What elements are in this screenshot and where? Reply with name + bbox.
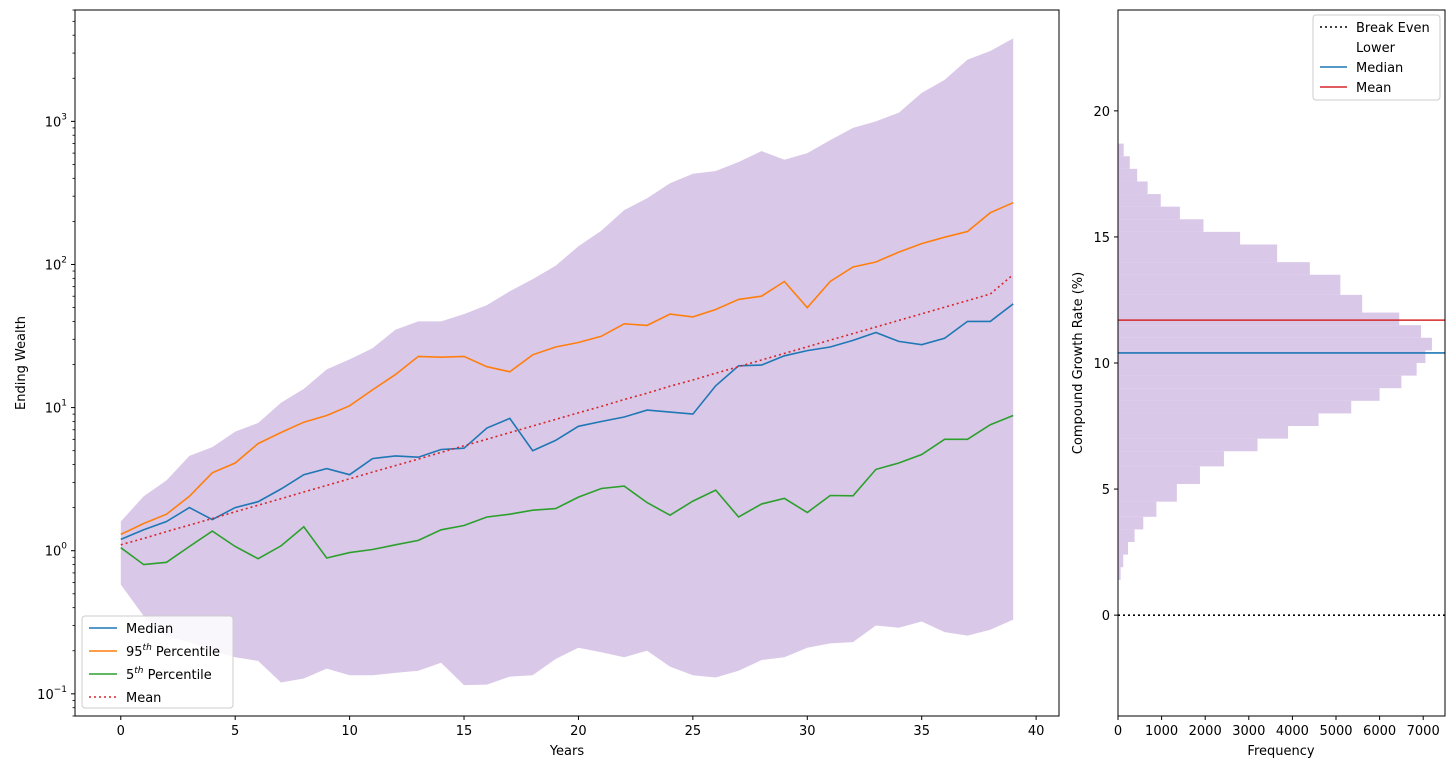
histogram-bar [1118, 388, 1380, 401]
wealth-legend: Median 95th Percentile 5th Percentile Mean [81, 615, 234, 709]
histogram-bar [1118, 168, 1138, 182]
x-tick-label: 0 [1114, 724, 1122, 739]
y-tick-label: 101 [45, 399, 67, 417]
legend-label-p95: 95th Percentile [126, 643, 220, 660]
x-tick-label: 7000 [1407, 724, 1440, 739]
y-tick-label: 102 [45, 255, 67, 273]
histogram-bar [1118, 325, 1422, 338]
histogram-bar [1118, 451, 1224, 467]
histogram-bar [1118, 262, 1310, 275]
x-tick-label: 25 [685, 724, 702, 739]
legend-label-median: Median [1356, 61, 1403, 76]
histogram-x-ticks: 0 1000 2000 3000 4000 5000 6000 7000 [1114, 716, 1440, 739]
legend-label-median: Median [126, 622, 173, 637]
x-tick-label: 35 [913, 724, 930, 739]
histogram-bar [1118, 542, 1129, 555]
histogram-y-ticks: 0 5 10 15 20 [1093, 105, 1118, 624]
x-tick-label: 20 [570, 724, 587, 739]
wealth-x-axis-label: Years [549, 744, 585, 759]
percentile-band [120, 38, 1014, 686]
histogram-bar [1118, 438, 1258, 452]
y-tick-label: 10 [1093, 357, 1110, 372]
wealth-x-ticks: 0 5 10 15 20 25 30 35 40 [117, 716, 1045, 739]
histogram-bar [1118, 501, 1157, 517]
series-line-p95 [120, 201, 1014, 536]
histogram-x-axis-label: Frequency [1247, 744, 1314, 759]
histogram-bar [1118, 312, 1400, 326]
histogram-bar [1118, 337, 1432, 351]
histogram-bar [1118, 219, 1204, 232]
histogram-bar [1118, 567, 1121, 580]
histogram-bar [1118, 529, 1135, 543]
histogram-bar [1118, 294, 1363, 313]
histogram-reference-lines [1118, 319, 1445, 616]
histogram-bar [1118, 426, 1289, 439]
histogram-bars-layer [1118, 143, 1432, 580]
histogram-bar [1118, 143, 1124, 157]
histogram-bar [1118, 244, 1278, 263]
legend-label-mean: Mean [1356, 81, 1391, 96]
histogram-legend: Break Even Lower Median Mean [1312, 14, 1441, 101]
histogram-bar [1118, 274, 1341, 295]
wealth-y-ticks: 10−1 100 101 102 103 [37, 9, 75, 717]
y-tick-label: 10−1 [37, 685, 67, 703]
wealth-y-axis-label: Ending Wealth [14, 316, 29, 410]
histogram-bar [1118, 375, 1402, 389]
x-tick-label: 10 [341, 724, 358, 739]
x-tick-label: 2000 [1189, 724, 1222, 739]
x-tick-label: 30 [799, 724, 816, 739]
histogram-bar [1118, 400, 1352, 414]
legend-label-p5: 5th Percentile [126, 666, 212, 683]
legend-box [1312, 14, 1441, 101]
histogram-bar [1118, 156, 1130, 169]
y-tick-label: 103 [45, 112, 67, 130]
x-tick-label: 6000 [1363, 724, 1396, 739]
x-tick-label: 5 [231, 724, 239, 739]
legend-label-lower: Lower [1356, 41, 1396, 56]
legend-label-mean: Mean [126, 691, 161, 706]
wealth-plot-frame [74, 9, 1060, 717]
histogram-bar [1118, 554, 1124, 568]
y-tick-label: 5 [1102, 483, 1110, 498]
series-line-median [120, 303, 1014, 541]
histogram-bar [1118, 484, 1177, 502]
percentile-band-layer [120, 38, 1014, 686]
x-tick-label: 15 [456, 724, 473, 739]
histogram-y-axis-label: Compound Growth Rate (%) [1071, 272, 1086, 454]
histogram-bar [1118, 181, 1148, 195]
y-tick-label: 0 [1102, 609, 1110, 624]
histogram-bar [1118, 231, 1241, 245]
x-tick-label: 5000 [1319, 724, 1352, 739]
series-line-p5 [120, 414, 1014, 566]
histogram-bar [1118, 194, 1161, 207]
x-tick-label: 0 [117, 724, 125, 739]
y-tick-label: 15 [1093, 231, 1110, 246]
histogram-bar [1118, 466, 1200, 485]
histogram-bar [1118, 363, 1417, 376]
x-tick-label: 4000 [1276, 724, 1309, 739]
x-tick-label: 1000 [1145, 724, 1178, 739]
x-tick-label: 3000 [1232, 724, 1265, 739]
growth-histogram-chart: 0 1000 2000 3000 4000 5000 6000 7000 0 5 10 15 20 F… [1071, 9, 1446, 759]
histogram-bar [1118, 206, 1180, 220]
y-tick-label: 20 [1093, 105, 1110, 120]
legend-label-break_even: Break Even [1356, 21, 1430, 36]
histogram-bar [1118, 413, 1319, 427]
y-tick-label: 100 [45, 542, 68, 560]
histogram-bar [1118, 516, 1144, 530]
legend-box [81, 615, 234, 709]
x-tick-label: 40 [1028, 724, 1045, 739]
wealth-series-layer [120, 201, 1014, 566]
